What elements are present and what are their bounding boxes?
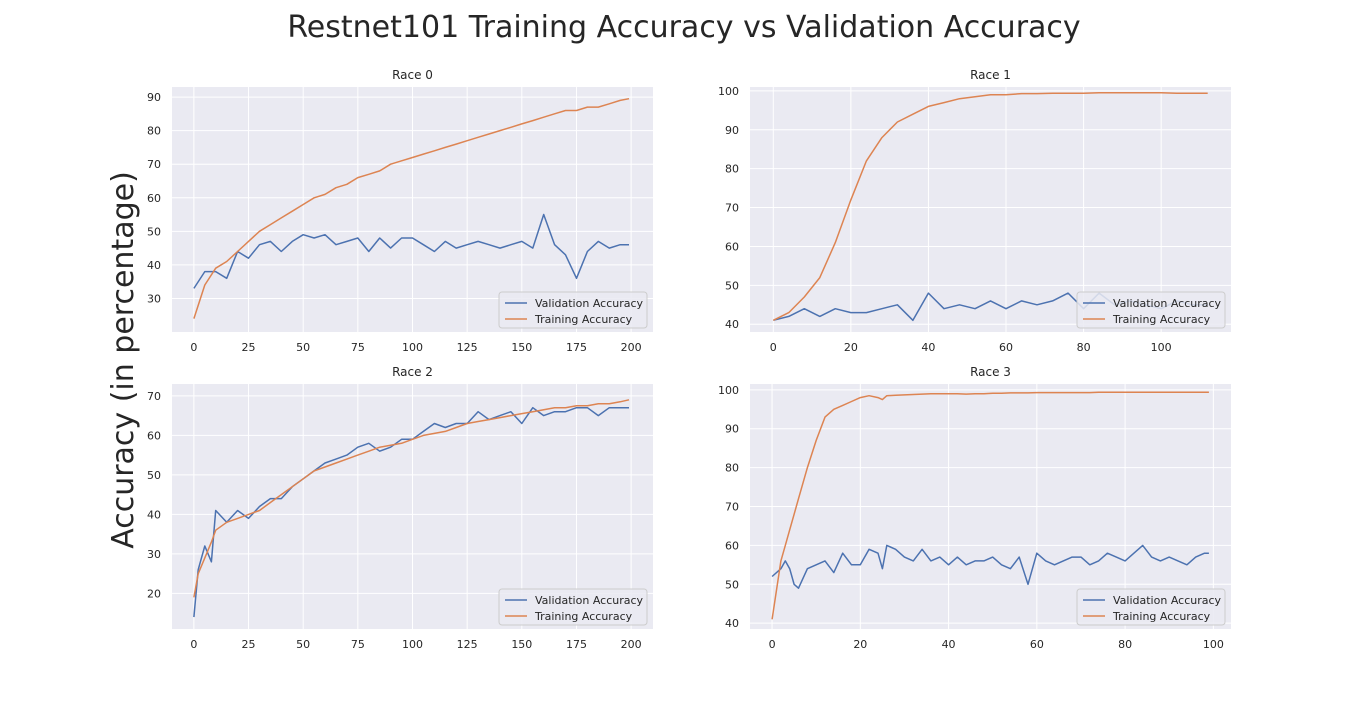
- x-tick-label: 125: [457, 341, 478, 354]
- y-tick-label: 40: [725, 617, 739, 630]
- y-tick-label: 40: [147, 508, 161, 521]
- x-tick-label: 200: [621, 638, 642, 651]
- y-tick-label: 70: [725, 202, 739, 215]
- subplot-grid: 0 25 50 75 100 125 150 175 20030405060708090Race…: [147, 68, 1231, 651]
- series-line-training: [193, 97, 630, 319]
- subplot-2: 0 25 50 75 100 125 150 175 200 20 30 40 50 60 70 Race 2…: [147, 365, 653, 651]
- subplot-title: Race 2: [392, 365, 433, 379]
- legend-box: [498, 291, 648, 329]
- legend-label: Training Accuracy: [1112, 610, 1211, 623]
- legend-box: [498, 588, 648, 626]
- x-tick-label: 0: [769, 638, 776, 651]
- x-tick-label: 25: [242, 638, 256, 651]
- y-tick-label: 100: [718, 85, 739, 98]
- y-tick-label: 100: [718, 384, 739, 397]
- legend: Validation Accuracy Training Accuracy: [1076, 588, 1226, 626]
- y-tick-label: 20: [147, 587, 161, 600]
- x-tick-label: 80: [1118, 638, 1132, 651]
- x-tick-label: 0: [770, 341, 777, 354]
- x-tick-label: 80: [1077, 341, 1091, 354]
- y-tick-label: 70: [147, 390, 161, 403]
- x-tick-label: 75: [351, 638, 365, 651]
- y-tick-label: 80: [725, 462, 739, 475]
- x-tick-label: 100: [402, 638, 423, 651]
- subplot-3: 0 20 40 60 80 100 40 50 60 70 80 90 100 Race 3 Validat…: [718, 365, 1231, 651]
- x-tick-label: 50: [296, 638, 310, 651]
- legend: Validation Accuracy Training Accuracy: [498, 588, 648, 626]
- y-tick-label: 60: [725, 240, 739, 253]
- plot-area: [750, 87, 1231, 332]
- legend-label: Validation Accuracy: [535, 297, 644, 310]
- y-tick-label: 30: [147, 292, 161, 305]
- y-tick-label: 50: [725, 279, 739, 292]
- subplot-1: 0 20 40 60 80 100 40 50 60 70 80 90 100 Race 1 Validat…: [718, 68, 1231, 354]
- x-tick-label: 25: [242, 341, 256, 354]
- x-tick-label: 0: [190, 638, 197, 651]
- x-tick-label: 125: [457, 638, 478, 651]
- legend-box: [1076, 291, 1226, 329]
- x-tick-label: 150: [511, 341, 532, 354]
- legend-box: [1076, 588, 1226, 626]
- legend-label: Training Accuracy: [534, 610, 633, 623]
- x-tick-label: 200: [621, 341, 642, 354]
- x-tick-label: 40: [942, 638, 956, 651]
- x-tick-label: 100: [402, 341, 423, 354]
- x-tick-label: 0: [190, 341, 197, 354]
- y-tick-label: 60: [147, 192, 161, 205]
- legend: Validation Accuracy Training Accuracy: [1076, 291, 1226, 329]
- legend: Validation Accuracy Training Accuracy: [498, 291, 648, 329]
- y-tick-label: 50: [147, 469, 161, 482]
- y-tick-label: 80: [725, 163, 739, 176]
- x-tick-label: 150: [511, 638, 532, 651]
- series-line-validation: [193, 406, 629, 618]
- legend-label: Validation Accuracy: [535, 594, 644, 607]
- y-tick-label: 70: [725, 501, 739, 514]
- series-line-validation: [771, 544, 1209, 589]
- legend-label: Validation Accuracy: [1113, 297, 1222, 310]
- x-tick-label: 75: [351, 341, 365, 354]
- y-tick-label: 80: [147, 125, 161, 138]
- y-tick-label: 70: [147, 158, 161, 171]
- subplot-title: Race 1: [970, 68, 1011, 82]
- y-tick-label: 30: [147, 548, 161, 561]
- series-line-training: [771, 391, 1209, 620]
- x-tick-label: 50: [296, 341, 310, 354]
- y-tick-label: 90: [147, 91, 161, 104]
- legend-label: Training Accuracy: [1112, 313, 1211, 326]
- series-line-training: [772, 92, 1208, 321]
- x-tick-label: 60: [1030, 638, 1044, 651]
- x-tick-label: 60: [999, 341, 1013, 354]
- x-tick-label: 20: [844, 341, 858, 354]
- y-tick-label: 50: [725, 578, 739, 591]
- y-tick-label: 60: [725, 539, 739, 552]
- series-line-validation: [193, 213, 629, 289]
- x-tick-label: 40: [921, 341, 935, 354]
- series-line-training: [193, 399, 630, 598]
- figure-title: Restnet101 Training Accuracy vs Validati…: [287, 10, 1080, 45]
- y-tick-label: 40: [725, 318, 739, 331]
- x-tick-label: 175: [566, 638, 587, 651]
- x-tick-label: 175: [566, 341, 587, 354]
- y-tick-label: 40: [147, 259, 161, 272]
- figure-y-axis-label: Accuracy (in percentage): [106, 171, 141, 549]
- legend-label: Validation Accuracy: [1113, 594, 1222, 607]
- y-tick-label: 60: [147, 429, 161, 442]
- y-tick-label: 50: [147, 225, 161, 238]
- y-tick-label: 90: [725, 423, 739, 436]
- x-tick-label: 20: [853, 638, 867, 651]
- x-tick-label: 100: [1151, 341, 1172, 354]
- subplot-title: Race 3: [970, 365, 1011, 379]
- legend-label: Training Accuracy: [534, 313, 633, 326]
- x-tick-label: 100: [1203, 638, 1224, 651]
- y-tick-label: 90: [725, 124, 739, 137]
- subplot-0: 0 25 50 75 100 125 150 175 200 30 40 50 60 70 80 90 Race…: [147, 68, 653, 354]
- subplot-title: Race 0: [392, 68, 433, 82]
